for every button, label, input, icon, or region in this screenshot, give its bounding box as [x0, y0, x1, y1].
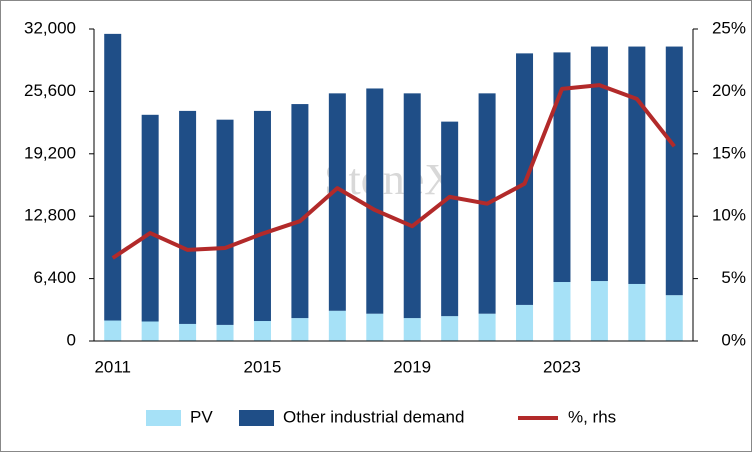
y-tick-label: 25,600 — [24, 81, 76, 100]
bar — [253, 321, 271, 341]
legend-label: PV — [190, 407, 213, 426]
y2-tick-label: 10% — [712, 206, 746, 225]
y2-tick-label: 25% — [712, 18, 746, 37]
bar — [516, 304, 534, 341]
bar — [216, 324, 234, 341]
y-tick-label: 6,400 — [33, 268, 76, 287]
bar — [104, 33, 122, 321]
bar — [441, 316, 459, 341]
bar — [141, 321, 159, 341]
bar — [291, 104, 309, 319]
y-tick-label: 0 — [67, 330, 76, 349]
bar — [628, 283, 646, 341]
y-tick-label: 32,000 — [24, 18, 76, 37]
bar — [665, 295, 683, 341]
bar — [291, 318, 309, 341]
bar — [104, 320, 122, 341]
bar — [366, 88, 384, 314]
bar — [665, 46, 683, 296]
x-tick-label: 2015 — [244, 357, 282, 376]
bar — [216, 119, 234, 325]
x-tick-label: 2011 — [94, 357, 131, 376]
bar — [141, 114, 159, 322]
bar — [328, 93, 346, 311]
bar — [328, 310, 346, 341]
y-tick-label: 19,200 — [24, 143, 76, 162]
bar — [179, 110, 197, 324]
x-tick-label: 2023 — [543, 357, 581, 376]
bar — [553, 282, 571, 341]
bar — [253, 110, 271, 322]
y-tick-label: 12,800 — [24, 206, 76, 225]
bar — [628, 46, 646, 284]
x-tick-label: 2019 — [393, 357, 431, 376]
y2-tick-label: 5% — [721, 268, 746, 287]
y2-tick-label: 20% — [712, 81, 746, 100]
bar — [590, 281, 608, 341]
bar — [366, 313, 384, 341]
bar — [553, 52, 571, 283]
y2-tick-label: 15% — [712, 143, 746, 162]
bar — [179, 323, 197, 341]
legend-label: Other industrial demand — [283, 407, 464, 426]
bar — [441, 121, 459, 317]
bar — [590, 46, 608, 282]
watermark: StoneX — [324, 155, 456, 204]
bar — [478, 313, 496, 341]
legend-swatch — [146, 410, 181, 426]
legend-swatch — [239, 410, 274, 426]
bar — [403, 93, 421, 319]
bar — [403, 318, 421, 341]
y2-tick-label: 0% — [721, 330, 746, 349]
line — [111, 83, 676, 260]
legend-label: %, rhs — [568, 407, 616, 426]
